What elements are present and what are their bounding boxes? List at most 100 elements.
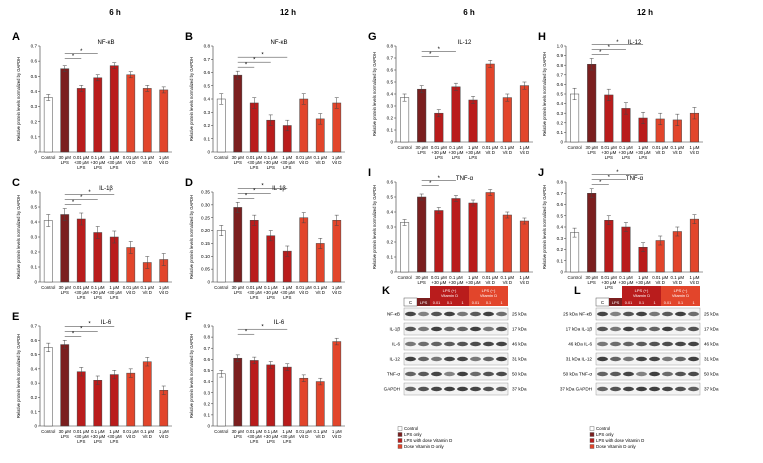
bar [126,74,136,153]
bar [468,99,478,143]
y-tick-label: 0.6 [387,68,394,73]
blot-band [623,341,634,347]
x-tick-label: Control [567,275,581,280]
blot-strip [403,307,509,321]
y-tick-label: 0 [34,424,37,429]
sig-star: * [72,200,75,206]
y-axis-label: Relative protein levels normalized by GA… [189,334,194,418]
y-tick-label: 0.2 [204,401,211,406]
chart-panel-d: D IL-1β 0 0.05 0.10 0.15 0.20 0.25 0.30 0.35 Relat… [185,177,345,300]
legend-label: LPS only [404,432,422,437]
y-tick-label: 0 [560,140,563,145]
bar [299,217,309,283]
chart-title: IL-6 [274,320,285,326]
x-tick-label: 1 μM Vit D [159,429,169,439]
blot-strip [403,352,509,366]
bar [266,364,276,427]
blot-band [470,356,481,362]
blot-strip [595,367,701,381]
blot-kda-label: 46 kDa [704,342,719,347]
sig-star: * [88,322,91,328]
y-tick-label: 0.6 [557,82,564,87]
blot-band [597,311,608,317]
blot-band [483,371,494,377]
blot-band [623,356,634,362]
blot-band [431,356,442,362]
y-tick-label: 0 [34,150,37,155]
blot-band [470,341,481,347]
blot-kda-label: 46 kDa [512,342,527,347]
x-tick-label: 1 μM Vit D [690,275,700,285]
y-tick-label: 0.6 [557,202,564,207]
header-vitd-box [469,286,508,306]
y-axis-label: Relative protein levels normalized by GA… [189,195,194,279]
blot-strip [595,307,701,321]
y-tick-label: 0.25 [201,215,210,220]
blot-band [444,356,455,362]
y-tick-label: 0.1 [31,265,38,270]
sig-star: * [438,176,441,182]
blot-band [483,311,494,317]
blot-band [405,386,416,392]
x-tick-label: 1 μM Vit D [520,145,530,155]
x-tick-label: Control [397,275,411,280]
blot-band [597,386,608,392]
header-combo-dose: 1 [461,301,463,305]
y-tick-label: 0.1 [204,136,211,141]
blot-band [470,311,481,317]
x-tick-label: Control [214,155,228,160]
sig-star: * [599,50,602,56]
blot-band [688,356,699,362]
blot-band [496,386,507,392]
blot-band [610,386,621,392]
blot-band [431,326,442,332]
y-axis-label: Relative protein levels normalized by GA… [542,185,547,269]
y-tick-label: 0.4 [387,92,394,97]
bar [249,102,259,153]
header-vitd-label: LPS (−) [674,288,688,293]
y-tick-label: 0.7 [31,44,38,49]
blot-band [483,386,494,392]
y-tick-label: 0.5 [557,213,564,218]
blot-band [444,386,455,392]
blot-band [662,356,673,362]
chart-title: TNF-α [626,176,644,182]
y-tick-label: 0.3 [204,390,211,395]
bar [315,381,325,427]
blot-band [597,326,608,332]
blot-band [418,386,429,392]
blot-band [662,371,673,377]
bar [159,89,169,153]
blot-row-label: 50 kDa TNF-α [563,372,592,377]
sig-star: * [616,170,619,176]
header-combo-dose: 0.01 [625,301,632,305]
y-axis-label: Relative protein levels normalized by GA… [189,57,194,141]
bar [266,235,276,283]
bar [502,97,512,143]
legend-label: LPS with dose Vitamin D [404,438,452,443]
y-tick-label: 0.2 [31,250,38,255]
chart-title: NF-κB [271,40,288,46]
y-tick-label: 0.3 [387,104,394,109]
header-vitd-dose: 0.1 [678,301,683,305]
blot-band [496,341,507,347]
bar [43,220,53,283]
y-axis-label: Relative protein levels normalized by GA… [542,52,547,136]
bar [109,374,119,427]
blot-band [649,341,660,347]
blot-band [649,371,660,377]
blot-band [597,341,608,347]
chart-panel-a: A NF-κB 0 0.1 0.2 0.3 0.4 0.5 0.6 0.7 Relative pro… [12,31,172,170]
x-tick-label: Control [214,285,228,290]
blot-band [444,326,455,332]
blot-band [405,326,416,332]
y-tick-label: 0.8 [204,44,211,49]
bar [332,220,342,283]
